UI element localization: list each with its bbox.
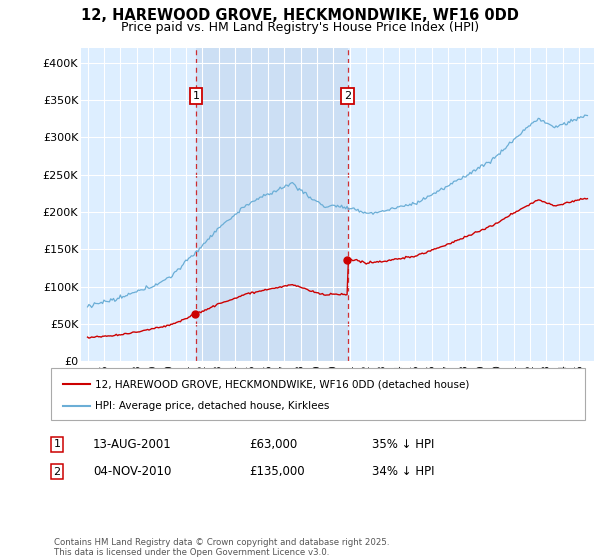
- Text: 2: 2: [344, 91, 352, 101]
- Text: 35% ↓ HPI: 35% ↓ HPI: [372, 437, 434, 451]
- Text: 04-NOV-2010: 04-NOV-2010: [93, 465, 172, 478]
- Text: £63,000: £63,000: [249, 437, 297, 451]
- Text: 13-AUG-2001: 13-AUG-2001: [93, 437, 172, 451]
- Text: 2: 2: [53, 466, 61, 477]
- Text: 1: 1: [193, 91, 200, 101]
- Text: Contains HM Land Registry data © Crown copyright and database right 2025.
This d: Contains HM Land Registry data © Crown c…: [54, 538, 389, 557]
- Text: 1: 1: [53, 439, 61, 449]
- Bar: [196, 48, 348, 361]
- Text: Price paid vs. HM Land Registry's House Price Index (HPI): Price paid vs. HM Land Registry's House …: [121, 21, 479, 34]
- Text: 12, HAREWOOD GROVE, HECKMONDWIKE, WF16 0DD: 12, HAREWOOD GROVE, HECKMONDWIKE, WF16 0…: [81, 8, 519, 24]
- Text: 12, HAREWOOD GROVE, HECKMONDWIKE, WF16 0DD (detached house): 12, HAREWOOD GROVE, HECKMONDWIKE, WF16 0…: [95, 379, 469, 389]
- Text: 34% ↓ HPI: 34% ↓ HPI: [372, 465, 434, 478]
- Text: £135,000: £135,000: [249, 465, 305, 478]
- Text: HPI: Average price, detached house, Kirklees: HPI: Average price, detached house, Kirk…: [95, 401, 329, 410]
